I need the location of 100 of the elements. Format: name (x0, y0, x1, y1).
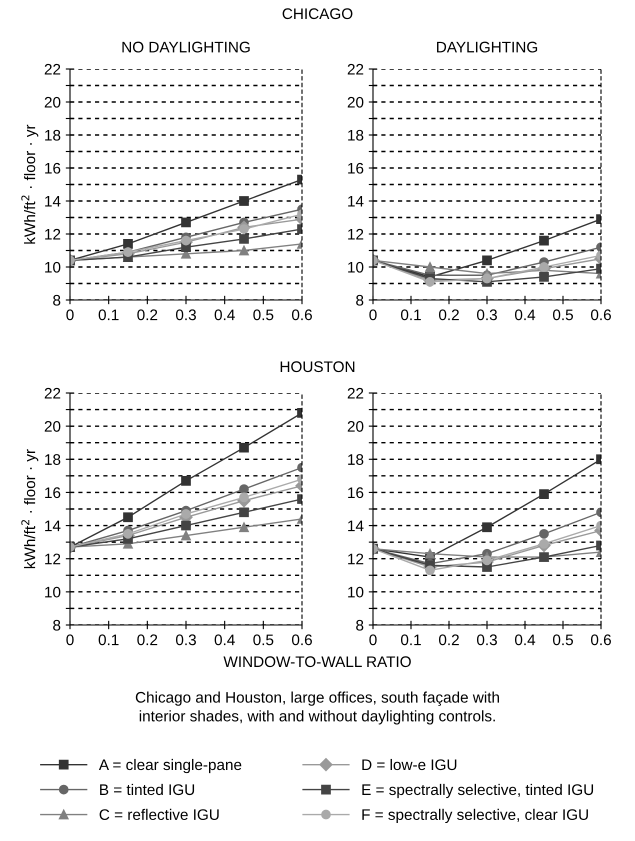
y-tick-label: 14 (45, 196, 61, 207)
x-tick-label: 0.1 (98, 309, 119, 320)
point (239, 492, 249, 502)
y-tick-label: 16 (348, 487, 364, 498)
x-axis-title: WINDOW-TO-WALL RATIO (223, 656, 411, 668)
text: Chicago and Houston, large offices, south façade with interior shades, with and without daylighting controls. (136, 692, 499, 724)
y-axis-title: kWh/ft$^{2}$ · floor · yr (21, 449, 38, 568)
point (181, 236, 191, 246)
x-tick-label: 0 (369, 309, 377, 320)
legend-label: F = spectrally selective, clear IGU (362, 808, 588, 824)
point (181, 530, 191, 540)
point (425, 276, 435, 287)
x-tick-label: 0 (66, 309, 74, 320)
x-tick-label: 0.5 (552, 634, 573, 646)
y-tick-label: 16 (348, 162, 364, 174)
y-tick-label: 20 (44, 421, 60, 432)
x-tick-label: 0.4 (514, 309, 536, 320)
point (239, 246, 249, 256)
x-tick-label: 0.5 (552, 309, 573, 320)
y-tick-label: 18 (348, 130, 364, 141)
point (539, 538, 549, 549)
y-tick-label: 12 (45, 228, 60, 240)
y-tick-label: 10 (348, 586, 364, 598)
y-tick-label: 22 (348, 64, 364, 75)
point (239, 484, 249, 494)
point (482, 256, 492, 266)
y-tick-label: 14 (348, 196, 364, 207)
x-tick-label: 0.3 (476, 634, 497, 646)
x-tick-label: 0.4 (214, 309, 235, 320)
y-tick-label: 20 (348, 421, 364, 432)
y-tick-label: 22 (348, 388, 364, 399)
x-tick-label: 0.3 (476, 309, 497, 320)
point (539, 236, 549, 246)
y-tick-label: 8 (356, 294, 364, 306)
point (181, 509, 191, 519)
point (482, 556, 492, 566)
legend-label: B = tinted IGU (100, 784, 194, 796)
x-tick-label: 0 (369, 634, 377, 646)
y-tick-label: 8 (356, 620, 364, 631)
x-tick-label: 0.2 (137, 309, 158, 320)
x-tick-label: 0.4 (514, 634, 536, 646)
x-tick-label: 0.6 (590, 309, 611, 320)
y-axis-title: kWh/ft$^{2}$ · floor · yr (21, 124, 38, 244)
y-tick-label: 18 (45, 454, 60, 465)
point (123, 512, 133, 522)
point (482, 522, 492, 532)
legend-label: D = low-e IGU (362, 758, 456, 770)
y-tick-label: 18 (45, 130, 60, 141)
text: HOUSTON (280, 361, 354, 372)
y-tick-label: 10 (45, 262, 60, 273)
x-tick-label: 0.6 (292, 309, 312, 320)
x-tick-label: 0.2 (137, 634, 158, 646)
point (239, 507, 249, 518)
x-tick-label: 0.1 (400, 634, 421, 646)
x-tick-label: 0.4 (214, 634, 235, 646)
y-tick-label: 14 (45, 520, 61, 532)
x-tick-label: 0 (66, 634, 74, 646)
x-tick-label: 0.5 (253, 634, 274, 646)
point (181, 218, 191, 228)
legend-label: A = clear single-pane (98, 758, 242, 774)
x-tick-label: 0.1 (98, 634, 119, 646)
legend-label: C = reflective IGU (100, 808, 219, 820)
y-tick-label: 8 (53, 294, 60, 306)
point (181, 476, 191, 486)
text: CHICAGO (282, 8, 352, 20)
x-tick-label: 0.6 (292, 634, 312, 646)
x-tick-label: 0.2 (438, 634, 459, 646)
y-tick-label: 10 (348, 262, 364, 273)
y-tick-label: 20 (44, 96, 60, 108)
y-tick-label: 12 (348, 554, 364, 564)
point (239, 522, 249, 532)
y-tick-label: 14 (348, 520, 364, 532)
y-tick-label: 12 (45, 554, 60, 564)
point (539, 528, 549, 539)
y-tick-label: 16 (45, 162, 60, 174)
y-tick-label: 16 (45, 487, 60, 498)
chart-title: DAYLIGHTING (437, 42, 538, 52)
point (239, 442, 249, 453)
y-tick-label: 22 (44, 64, 60, 75)
x-tick-label: 0.6 (590, 634, 611, 646)
y-tick-label: 22 (44, 388, 60, 399)
chart-title: NO DAYLIGHTING (122, 42, 250, 52)
x-tick-label: 0.5 (253, 309, 274, 320)
point (539, 272, 549, 282)
y-tick-label: 12 (348, 228, 364, 240)
point (123, 239, 133, 249)
point (239, 234, 249, 244)
x-tick-label: 0.1 (400, 309, 421, 320)
point (539, 489, 549, 499)
y-tick-label: 8 (53, 620, 60, 631)
point (425, 565, 435, 576)
legend-label: E = spectrally selective, tinted IGU (362, 784, 594, 798)
x-tick-label: 0.2 (438, 309, 459, 320)
point (425, 262, 435, 272)
y-tick-label: 20 (348, 96, 364, 108)
point (181, 520, 191, 530)
y-tick-label: 18 (348, 454, 364, 465)
point (239, 196, 249, 206)
x-tick-label: 0.3 (176, 309, 196, 320)
y-tick-label: 10 (45, 586, 60, 598)
